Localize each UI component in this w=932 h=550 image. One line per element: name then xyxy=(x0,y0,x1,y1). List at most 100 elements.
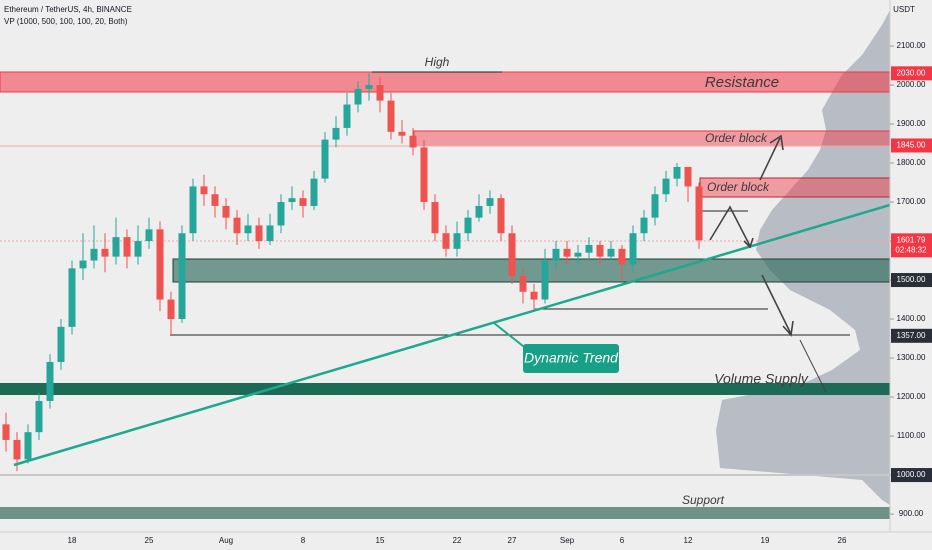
candle-body xyxy=(13,439,21,460)
candle-body xyxy=(607,248,615,257)
x-tick-label: Aug xyxy=(219,536,233,545)
candle-body xyxy=(420,147,428,203)
x-tick-label: Sep xyxy=(560,536,575,545)
candle-body xyxy=(497,198,505,234)
candle-body xyxy=(79,260,87,269)
countdown: 02:48:32 xyxy=(895,245,927,254)
candle-body xyxy=(695,186,703,241)
annotation: Support xyxy=(682,493,725,507)
x-tick-label: 26 xyxy=(838,536,847,545)
candle-body xyxy=(376,85,384,101)
candle-body xyxy=(189,186,197,234)
price-badge-label: 1500.00 xyxy=(897,275,926,284)
y-tick-label: 1200.00 xyxy=(897,392,926,401)
chart-title: Ethereum / TetherUS, 4h, BINANCE xyxy=(4,5,132,14)
candle-body xyxy=(288,198,296,203)
candle-body xyxy=(431,202,439,234)
candle-body xyxy=(2,424,10,440)
candle-body xyxy=(530,291,538,300)
price-badge xyxy=(891,66,932,81)
candle-body xyxy=(134,241,142,257)
price-badge xyxy=(891,468,932,483)
trend-line xyxy=(13,203,891,467)
callout-box xyxy=(523,344,619,373)
arrow xyxy=(761,274,792,335)
annotation: Resistance xyxy=(705,74,779,91)
annotation: Order block xyxy=(705,131,768,145)
x-tick-label: 19 xyxy=(761,536,770,545)
candle-body xyxy=(332,127,340,140)
candle-body xyxy=(101,248,109,257)
candle-body xyxy=(299,198,307,206)
candle-body xyxy=(310,178,318,206)
candle-body xyxy=(673,166,681,179)
candle-body xyxy=(145,229,153,242)
candle-body xyxy=(233,217,241,234)
volume-supply-zone xyxy=(0,383,890,395)
candle-body xyxy=(585,244,593,253)
annotation: Order block xyxy=(707,180,770,194)
annotation: Dynamic Trend xyxy=(524,350,619,366)
candle-body xyxy=(35,400,43,433)
chart-subtitle: VP (1000, 500, 100, 100, 20, Both) xyxy=(4,17,128,26)
candle-body xyxy=(255,225,263,242)
order-block-zone xyxy=(413,130,891,147)
candle-body xyxy=(365,85,373,89)
callout-line xyxy=(493,322,529,351)
candle-body xyxy=(629,233,637,265)
candle-body xyxy=(398,131,406,136)
y-tick-label: 2100.00 xyxy=(897,41,926,50)
x-tick-label: 18 xyxy=(68,536,77,545)
y-tick-label: 2000.00 xyxy=(897,80,926,89)
y-axis-label: USDT xyxy=(893,5,915,14)
candle-body xyxy=(453,233,461,249)
arrow xyxy=(799,339,827,393)
y-tick-label: 1900.00 xyxy=(897,119,926,128)
candle-body xyxy=(618,248,626,265)
candle-body xyxy=(684,166,692,187)
y-tick-label: 1800.00 xyxy=(897,158,926,167)
candle-body xyxy=(343,104,351,128)
candle-body xyxy=(200,186,208,195)
candle-body xyxy=(387,100,395,132)
candle-body xyxy=(266,225,274,242)
candle-body xyxy=(409,135,417,148)
volume-profile xyxy=(716,10,890,505)
candle-body xyxy=(112,237,120,257)
candle-body xyxy=(475,205,483,218)
price-badge-label: 1845.00 xyxy=(897,141,926,150)
candle-body xyxy=(57,326,65,362)
candle-body xyxy=(596,244,604,257)
y-tick-label: 900.00 xyxy=(899,509,924,518)
y-tick-label: 1300.00 xyxy=(897,353,926,362)
candle-body xyxy=(354,88,362,105)
y-tick-label: 1400.00 xyxy=(897,314,926,323)
arrow xyxy=(782,320,794,337)
candle-body xyxy=(541,260,549,300)
candle-body xyxy=(651,194,659,218)
candle-body xyxy=(167,299,175,320)
candle-body xyxy=(68,268,76,327)
price-badge-label: 1601.79 xyxy=(897,235,926,244)
candle-body xyxy=(574,252,582,257)
x-tick-label: 8 xyxy=(301,536,306,545)
x-tick-label: 12 xyxy=(684,536,693,545)
arrows xyxy=(493,134,827,393)
arrow xyxy=(709,205,751,247)
candle-body xyxy=(277,202,285,226)
price-badge xyxy=(891,328,932,343)
arrow xyxy=(743,237,754,249)
annotation: High xyxy=(425,55,450,69)
price-badge xyxy=(891,273,932,288)
support-zone xyxy=(0,507,890,519)
price-badge xyxy=(891,138,932,153)
candle-body xyxy=(123,237,131,257)
candle-body xyxy=(244,225,252,234)
candle-body xyxy=(464,217,472,234)
x-tick-label: 6 xyxy=(620,536,625,545)
y-tick-label: 1100.00 xyxy=(897,431,926,440)
candle-body xyxy=(90,248,98,261)
x-tick-label: 27 xyxy=(508,536,517,545)
candle-body xyxy=(46,361,54,401)
candle-body xyxy=(662,178,670,195)
